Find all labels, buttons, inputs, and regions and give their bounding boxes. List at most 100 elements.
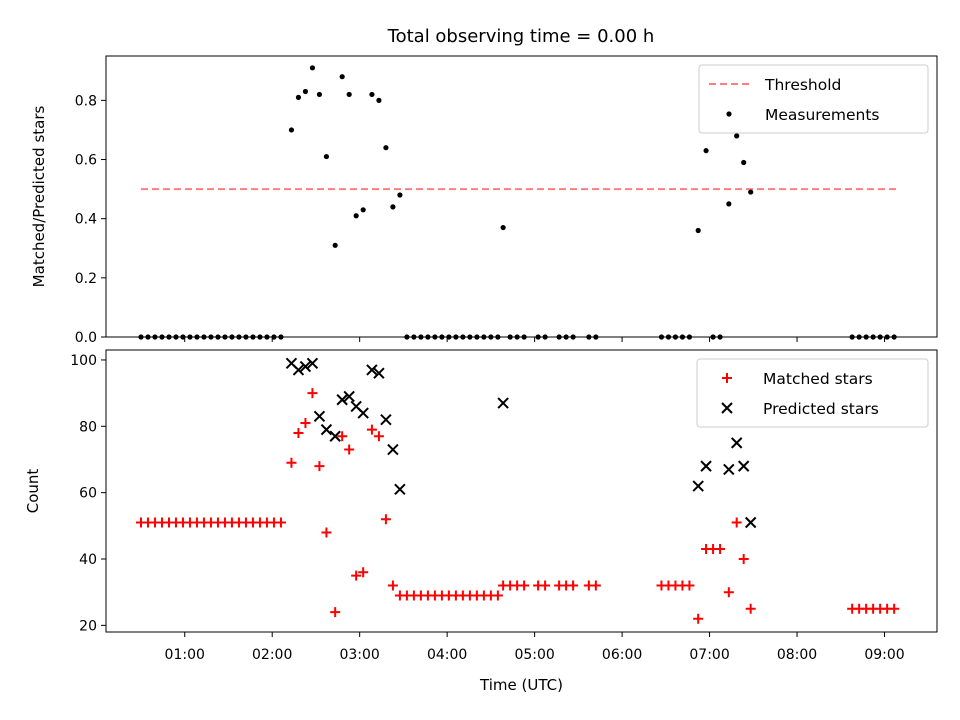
data-point [695, 227, 701, 234]
data-point [329, 430, 341, 442]
legend-label: Matched stars [763, 370, 873, 388]
legend: Threshold Measurements [698, 64, 929, 134]
data-point [540, 580, 551, 591]
data-point [390, 204, 396, 210]
legend-label: Measurements [765, 106, 880, 124]
data-point [737, 460, 750, 472]
legend-box [696, 358, 929, 428]
legend-swatch-marker [721, 402, 733, 414]
data-point [380, 514, 391, 525]
data-point [726, 201, 732, 207]
data-point [519, 580, 530, 591]
data-point [380, 413, 392, 426]
data-point [344, 444, 355, 455]
data-point [590, 580, 601, 591]
x-tick-label: 09:00 [864, 647, 904, 663]
data-point [366, 424, 377, 435]
data-point [366, 364, 378, 376]
data-point [741, 159, 747, 166]
data-point [745, 603, 756, 614]
y-tick-label: 20 [79, 618, 97, 634]
legend-box [698, 64, 929, 134]
legend-swatch-marker [722, 373, 732, 383]
data-point [383, 145, 389, 151]
data-point [316, 91, 323, 98]
series-matched-stars [135, 388, 900, 624]
data-point [299, 360, 312, 373]
top-panel-ratio: 0.0 0.2 0.4 0.6 0.8 Matched/Predicted stars Th… [30, 55, 938, 346]
data-point [307, 388, 318, 399]
legend-label: Predicted stars [763, 400, 879, 418]
data-point [492, 590, 503, 601]
data-point [323, 153, 330, 160]
x-tick-label: 04:00 [427, 647, 467, 663]
y-tick-label: 100 [70, 353, 97, 369]
y-tick-label: 0.4 [75, 212, 97, 228]
data-point [744, 516, 757, 529]
data-point [293, 427, 304, 438]
data-point [314, 461, 325, 472]
data-point [731, 517, 742, 528]
y-tick-label: 0.8 [75, 93, 97, 109]
data-point [358, 567, 369, 578]
chart-title: Total observing time = 0.00 h [387, 26, 655, 47]
bottom-panel-counts: 20 40 60 80 100 01:00 02:00 03:00 04:00 05:00 06:0… [24, 349, 938, 694]
data-point [684, 580, 695, 591]
data-point [302, 88, 309, 95]
data-point [339, 74, 345, 80]
data-point [288, 127, 295, 133]
data-point [738, 554, 749, 565]
data-point [692, 480, 704, 492]
data-point [330, 607, 341, 618]
data-point [497, 397, 509, 409]
legend-label: Threshold [764, 76, 841, 94]
data-point [394, 483, 406, 496]
x-tick-label: 05:00 [514, 647, 554, 663]
series-predicted-stars [285, 357, 757, 529]
x-tick-label: 03:00 [339, 647, 379, 663]
data-point [309, 65, 316, 71]
data-point [500, 224, 506, 231]
data-point [321, 527, 332, 538]
x-axis-label: Time (UTC) [479, 676, 563, 694]
y-tick-label: 0.2 [75, 271, 97, 287]
data-point [889, 603, 900, 614]
x-tick-label: 01:00 [165, 647, 205, 663]
data-point [300, 417, 311, 428]
data-point [715, 544, 726, 555]
data-point [397, 192, 403, 198]
data-point [320, 423, 333, 436]
legend-swatch-marker [726, 111, 732, 117]
x-tick-label: 08:00 [777, 647, 817, 663]
data-point [351, 570, 362, 581]
axes-frame [105, 55, 938, 338]
x-tick-label: 02:00 [252, 647, 292, 663]
data-point [336, 394, 348, 406]
data-point [376, 97, 382, 103]
y-tick-label: 80 [79, 419, 97, 435]
y-tick-label: 60 [79, 486, 97, 502]
data-point [353, 213, 359, 219]
y-tick-label: 0.6 [75, 153, 97, 169]
data-point [703, 148, 709, 154]
data-point [568, 580, 579, 591]
data-point [373, 431, 384, 442]
data-point [730, 437, 743, 449]
data-point [343, 390, 355, 403]
data-point [275, 517, 286, 528]
data-point [357, 407, 369, 419]
data-point [373, 367, 385, 379]
data-point [723, 463, 735, 476]
data-point [734, 133, 740, 139]
x-tick-label: 07:00 [689, 647, 729, 663]
data-point [700, 460, 712, 472]
data-point [332, 242, 338, 248]
data-point [337, 431, 348, 442]
data-point [369, 91, 375, 98]
axes-frame [105, 349, 938, 633]
data-point [295, 94, 302, 101]
y-axis-label: Count [24, 469, 42, 514]
data-point [292, 364, 305, 376]
data-point [387, 443, 399, 456]
